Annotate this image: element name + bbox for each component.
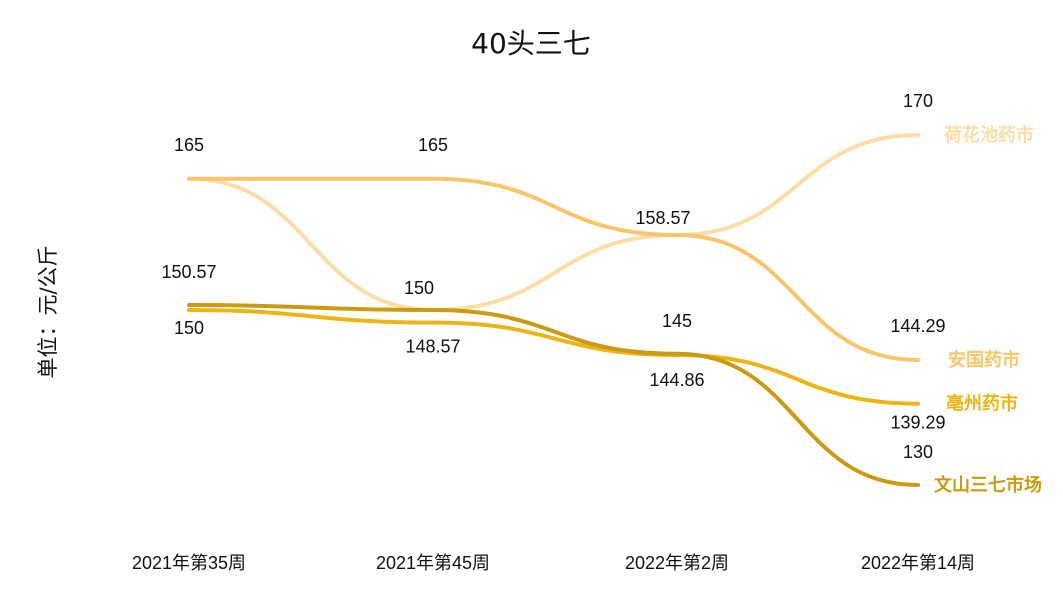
data-label: 145 bbox=[662, 311, 692, 331]
chart-title: 40头三七 bbox=[471, 27, 591, 60]
data-label: 139.29 bbox=[890, 413, 945, 433]
x-tick-label: 2021年第35周 bbox=[132, 553, 246, 573]
series-name-label: 文山三七市场 bbox=[934, 474, 1042, 496]
data-label: 165 bbox=[174, 135, 204, 155]
series-lines bbox=[187, 133, 920, 487]
data-labels: 165 150 158.57 170 165 144.29 150 148.57 144.86 1… bbox=[161, 91, 945, 462]
series-3-line bbox=[187, 303, 920, 487]
data-label: 150.57 bbox=[161, 262, 216, 282]
data-label: 158.57 bbox=[635, 208, 690, 228]
x-tick-label: 2022年第14周 bbox=[861, 553, 975, 573]
series-1-line bbox=[187, 176, 920, 362]
series-name-label: 安国药市 bbox=[948, 349, 1020, 371]
data-label: 144.86 bbox=[649, 370, 704, 390]
data-label: 144.29 bbox=[890, 316, 945, 336]
series-name-label: 亳州药市 bbox=[946, 393, 1018, 415]
x-tick-label: 2022年第2周 bbox=[625, 553, 729, 573]
data-label: 165 bbox=[418, 135, 448, 155]
x-tick-label: 2021年第45周 bbox=[376, 553, 490, 573]
x-axis-ticks: 2021年第35周 2021年第45周 2022年第2周 2022年第14周 bbox=[132, 553, 975, 573]
data-label: 150 bbox=[404, 278, 434, 298]
data-label: 130 bbox=[903, 442, 933, 462]
series-name-label: 荷花池药市 bbox=[944, 124, 1034, 146]
data-label: 148.57 bbox=[405, 337, 460, 357]
data-label: 170 bbox=[903, 91, 933, 111]
y-axis-label: 单位：元/公斤 bbox=[36, 245, 60, 378]
data-label: 150 bbox=[174, 318, 204, 338]
series-0-line bbox=[187, 133, 920, 313]
series-2-line bbox=[187, 308, 920, 406]
